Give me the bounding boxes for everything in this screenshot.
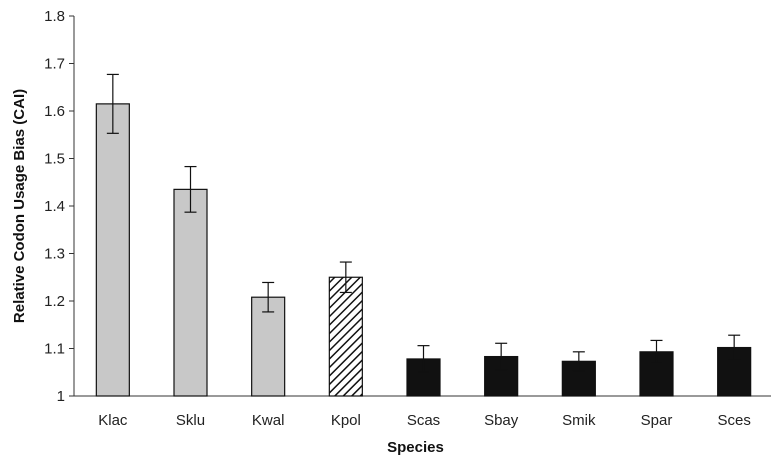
x-tick-label: Spar [641,412,673,429]
y-tick-label: 1.1 [44,341,65,358]
y-tick-label: 1.4 [44,198,65,215]
error-bar-sklu [184,165,197,213]
y-axis-title: Relative Codon Usage Bias (CAI) [11,89,28,323]
x-tick-label: Sklu [176,412,205,429]
y-tick-label: 1.3 [44,246,65,263]
x-tick-label: Sces [717,412,750,429]
error-bar-smik [572,351,585,372]
bar-kwal [251,296,286,397]
bar-sbay [484,355,519,397]
y-tick-label: 1.5 [44,151,65,168]
y-axis-ticks: 1 1.1 1.2 1.3 1.4 1.5 1.6 1.7 1.8 [44,8,74,405]
y-tick-label: 1.6 [44,103,65,120]
error-bar-kpol [339,261,352,294]
x-axis-title: Species [387,439,444,456]
bar-sklu [173,188,208,397]
x-axis-ticks: Klac Sklu Kwal Kpol Scas Sbay Smik Spar Sces [98,412,751,429]
x-tick-label: Scas [407,412,440,429]
error-bar-sces [728,334,741,361]
error-bar-klac [106,73,119,134]
error-bar-scas [417,345,430,373]
y-tick-label: 1.8 [44,8,65,25]
y-tick-label: 1.7 [44,56,65,73]
bar-klac [95,103,130,397]
x-tick-label: Smik [562,412,596,429]
error-bar-kwal [262,281,275,313]
x-tick-label: Kpol [331,412,361,429]
y-tick-label: 1 [57,388,65,405]
x-tick-label: Klac [98,412,128,429]
x-tick-label: Kwal [252,412,285,429]
bar-sces [717,346,752,397]
error-bar-sbay [495,342,508,371]
error-bar-spar [650,339,663,364]
plot-area: 1 1.1 1.2 1.3 1.4 1.5 1.6 1.7 1.8 Klac Sklu Kwal Kp… [44,8,771,429]
y-tick-label: 1.2 [44,293,65,310]
x-tick-label: Sbay [484,412,519,429]
bars [95,73,752,397]
bar-kpol [328,276,363,397]
